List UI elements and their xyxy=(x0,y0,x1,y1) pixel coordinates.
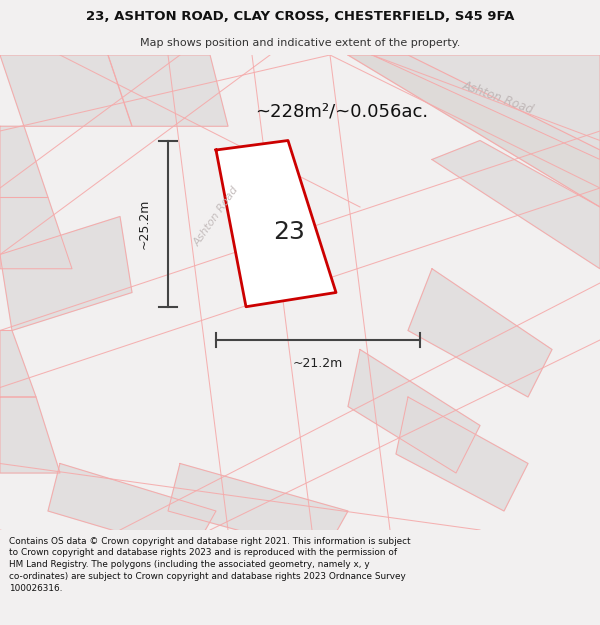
Polygon shape xyxy=(0,397,60,473)
Text: Ashton Road: Ashton Road xyxy=(461,79,535,117)
Text: 23: 23 xyxy=(274,220,305,244)
Polygon shape xyxy=(108,55,228,126)
Polygon shape xyxy=(348,349,480,473)
Polygon shape xyxy=(0,331,36,397)
Polygon shape xyxy=(348,55,600,207)
Polygon shape xyxy=(0,55,132,126)
Text: Map shows position and indicative extent of the property.: Map shows position and indicative extent… xyxy=(140,38,460,48)
Polygon shape xyxy=(168,464,348,554)
Polygon shape xyxy=(408,269,552,397)
Polygon shape xyxy=(48,464,216,554)
Polygon shape xyxy=(0,216,132,331)
Polygon shape xyxy=(396,397,528,511)
Text: Contains OS data © Crown copyright and database right 2021. This information is : Contains OS data © Crown copyright and d… xyxy=(9,537,410,593)
Text: ~25.2m: ~25.2m xyxy=(137,199,151,249)
Text: ~228m²/~0.056ac.: ~228m²/~0.056ac. xyxy=(256,103,428,121)
Text: Ashton Road: Ashton Road xyxy=(191,185,241,248)
Polygon shape xyxy=(0,198,72,269)
Polygon shape xyxy=(216,141,336,307)
Text: 23, ASHTON ROAD, CLAY CROSS, CHESTERFIELD, S45 9FA: 23, ASHTON ROAD, CLAY CROSS, CHESTERFIEL… xyxy=(86,10,514,23)
Polygon shape xyxy=(372,55,600,159)
Text: ~21.2m: ~21.2m xyxy=(293,357,343,370)
Polygon shape xyxy=(0,126,48,198)
Polygon shape xyxy=(432,141,600,269)
